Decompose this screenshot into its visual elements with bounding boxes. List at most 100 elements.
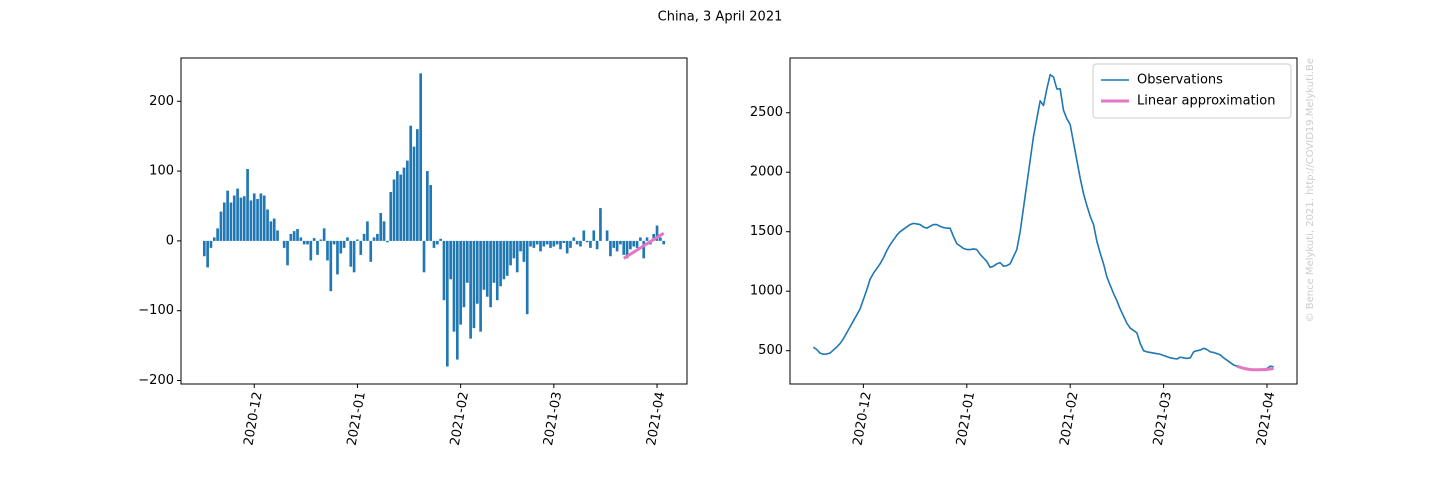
bar	[519, 240, 522, 252]
bar	[479, 240, 482, 332]
y-tick-label: 200	[149, 94, 174, 109]
bar	[332, 240, 336, 245]
bar	[619, 240, 622, 245]
bar	[569, 240, 572, 248]
bar	[525, 240, 529, 315]
bar	[249, 200, 253, 241]
bar	[489, 240, 492, 308]
bar	[212, 237, 216, 241]
bar	[545, 240, 549, 245]
x-tick-label: 2021-03	[541, 391, 565, 447]
bar	[575, 240, 579, 245]
bar	[399, 174, 403, 241]
bar	[369, 240, 373, 262]
bar	[659, 237, 662, 241]
y-tick-label: 0	[166, 233, 174, 248]
bar	[549, 240, 552, 248]
bar	[595, 240, 599, 250]
bar	[535, 240, 539, 245]
bar	[406, 160, 409, 241]
bar	[502, 240, 506, 280]
bar	[206, 240, 209, 268]
bar	[449, 240, 452, 280]
bar	[236, 188, 239, 241]
bar	[246, 168, 249, 241]
bar	[539, 240, 542, 252]
bar	[219, 211, 223, 241]
bar	[572, 237, 576, 241]
bar	[382, 221, 386, 241]
bar	[512, 240, 516, 259]
bar	[309, 240, 313, 261]
x-tick-label: 2021-04	[644, 391, 668, 447]
bar	[292, 231, 296, 241]
bar	[412, 146, 416, 241]
bar	[605, 230, 609, 241]
bar	[459, 240, 462, 325]
bar	[422, 240, 426, 273]
bar	[442, 240, 446, 301]
bar	[299, 237, 303, 241]
bar	[485, 240, 489, 297]
bar	[339, 240, 343, 254]
bar	[346, 237, 349, 241]
bar	[462, 240, 466, 308]
bar	[509, 240, 512, 266]
bar	[269, 221, 273, 241]
bar	[419, 73, 423, 241]
bar	[272, 218, 276, 241]
bar	[209, 240, 213, 248]
bar	[222, 202, 226, 241]
x-tick-label: 2021-04	[1254, 391, 1278, 447]
bar	[612, 240, 616, 248]
bar	[475, 240, 479, 304]
bar	[522, 240, 526, 262]
x-tick-label: 2021-03	[1151, 391, 1175, 447]
x-tick-label: 2021-01	[345, 391, 369, 447]
bar	[229, 202, 233, 241]
line	[622, 231, 665, 260]
bar	[296, 229, 299, 241]
bar	[515, 240, 519, 273]
bar	[452, 240, 456, 332]
bar	[532, 240, 536, 248]
bar	[416, 129, 419, 241]
legend-label: Observations	[1137, 73, 1223, 88]
bar	[565, 240, 569, 254]
bar	[426, 171, 429, 241]
x-tick-label: 2021-02	[448, 391, 472, 447]
bar	[319, 239, 323, 241]
bar	[632, 240, 636, 247]
bar	[396, 171, 399, 241]
bar	[469, 240, 472, 339]
bar	[366, 221, 369, 241]
bar	[322, 228, 326, 241]
bar	[376, 233, 379, 241]
line	[812, 73, 1274, 372]
bar	[432, 240, 436, 248]
bar	[256, 199, 259, 241]
bar	[542, 240, 546, 247]
bar	[499, 240, 502, 287]
bar	[386, 240, 389, 243]
bar	[445, 240, 449, 367]
bar	[615, 240, 619, 252]
bar	[356, 239, 359, 241]
bar	[562, 240, 566, 243]
bar	[559, 240, 562, 250]
bar	[259, 193, 263, 241]
bar	[652, 233, 656, 241]
y-tick-label: 100	[149, 164, 174, 179]
bar	[312, 238, 316, 241]
bar	[326, 240, 329, 261]
bar	[409, 125, 413, 241]
bar	[282, 240, 286, 248]
y-tick-label: 2000	[750, 165, 783, 180]
legend-box	[1092, 63, 1292, 119]
x-tick-label: 2020-12	[241, 391, 265, 447]
bar	[579, 240, 582, 247]
bar	[642, 240, 646, 259]
bar	[239, 197, 243, 241]
y-tick-label: 500	[758, 343, 783, 358]
